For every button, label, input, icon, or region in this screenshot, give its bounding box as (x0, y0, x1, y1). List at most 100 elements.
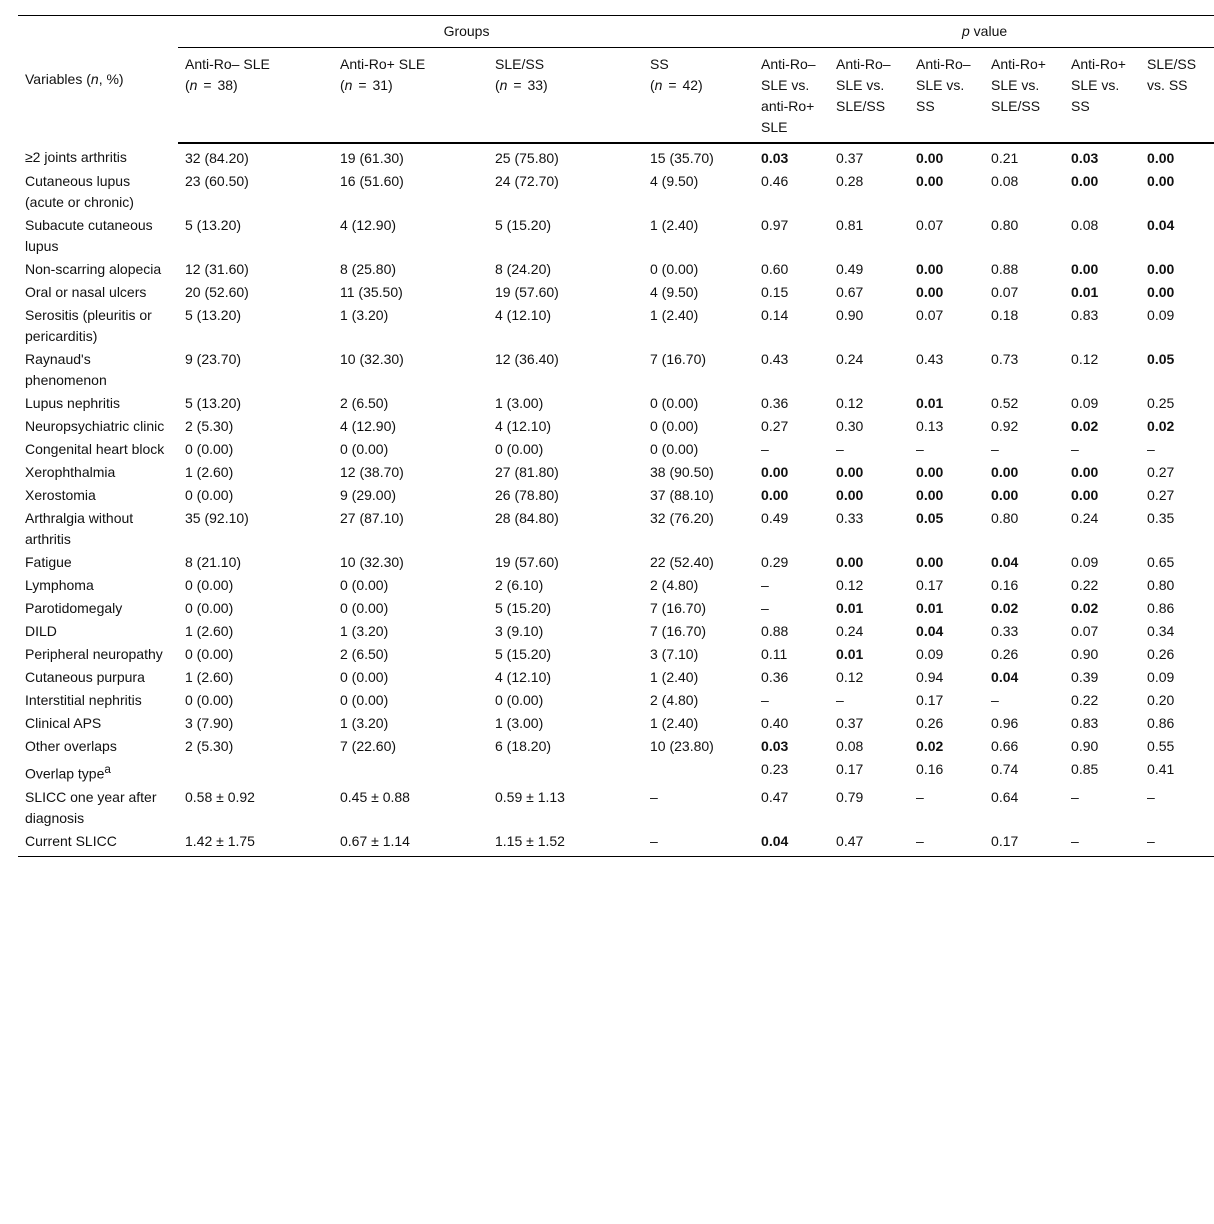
group-value-cell: 2 (6.10) (495, 577, 544, 593)
group-value-cell: 26 (78.80) (495, 487, 559, 503)
p-value-cell: – (916, 788, 924, 805)
p-value-cell: 0.86 (1147, 600, 1175, 616)
group-value-cell: 7 (16.70) (650, 600, 707, 616)
group-value-cell: 4 (12.10) (495, 669, 552, 685)
p-value-cell: 0.09 (1147, 669, 1175, 685)
group-value-cell: 24 (72.70) (495, 173, 559, 189)
p-value-cell: 0.12 (1071, 351, 1099, 367)
p-value-cell: 0.00 (1147, 173, 1175, 189)
p-value-cell: 0.20 (1147, 692, 1175, 708)
group-value-cell: 0 (0.00) (185, 646, 234, 662)
group-value-cell: 0 (0.00) (340, 577, 389, 593)
group-value-cell: 0 (0.00) (650, 261, 699, 277)
variable-cell: Peripheral neuropathy (25, 646, 163, 662)
group-value-cell: 1.42 ± 1.75 (178, 829, 333, 857)
group-value-cell: 0 (0.00) (495, 441, 544, 457)
p-value-cell: – (916, 441, 924, 457)
variable-cell: DILD (25, 623, 57, 639)
group-value-cell: 7 (16.70) (650, 351, 707, 367)
group-value-cell: 0 (0.00) (650, 418, 699, 434)
p-value-cell: 0.00 (836, 464, 864, 480)
p-value-cell: 0.55 (1147, 738, 1175, 754)
table-row: Lymphoma 0 (0.00) 0 (0.00) 2 (6.10) 2 (4.80)… (18, 574, 1214, 597)
p-value-cell: – (761, 441, 769, 457)
p-value-cell: 0.80 (991, 217, 1019, 233)
p-value-cell: 0.88 (761, 623, 789, 639)
group-value-cell: 10 (23.80) (650, 738, 714, 754)
group-value-cell: 8 (25.80) (340, 261, 397, 277)
group-value-cell: 5 (15.20) (495, 600, 552, 616)
group-value-cell: 19 (57.60) (495, 554, 559, 570)
p-value-cell: 0.11 (761, 646, 788, 662)
p-value-cell: 0.12 (836, 577, 864, 593)
p-value-cell: 0.01 (836, 646, 864, 662)
group-n: 31 (372, 77, 389, 93)
p-value-cell: 0.01 (1071, 284, 1099, 300)
group-value-cell: 3 (9.10) (495, 623, 544, 639)
p-value-cell: 0.00 (836, 487, 864, 503)
p-value-cell: 0.07 (916, 217, 944, 233)
group-value-cell (643, 758, 754, 786)
group-value-cell: 2 (4.80) (650, 692, 699, 708)
group-value-cell: 4 (12.90) (340, 217, 397, 233)
p-value-cell: 0.08 (1071, 217, 1099, 233)
group-value-cell: 0.59 ± 1.13 (495, 788, 565, 805)
p-value-cell: 0.34 (1147, 623, 1175, 639)
p-value-cell: 0.09 (1147, 307, 1175, 323)
p-value-cell: 0.02 (916, 738, 944, 754)
p-value-cell: 0.18 (991, 307, 1019, 323)
p-value-cell: 0.17 (836, 761, 864, 777)
group-n: 33 (527, 77, 544, 93)
group-value-cell: – (650, 788, 658, 805)
group-value-cell: 0 (0.00) (185, 600, 234, 616)
p-value-cell: 0.33 (836, 510, 864, 526)
table-row: Arthralgia without arthritis 35 (92.10) 27… (18, 507, 1214, 551)
group-value-cell: 32 (84.20) (185, 150, 249, 166)
variable-cell: Parotidomegaly (25, 600, 123, 616)
p-value-cell: 0.04 (991, 669, 1019, 685)
group-value-cell: 2 (5.30) (185, 418, 234, 434)
group-value-cell: 1 (2.40) (650, 715, 699, 731)
p-value-cell: 0.90 (1071, 738, 1099, 754)
group-value-cell: 0 (0.00) (185, 692, 234, 708)
group-value-cell: 7 (16.70) (650, 623, 707, 639)
p-value-cell: 0.07 (991, 284, 1019, 300)
p-value-cell: 0.17 (916, 692, 944, 708)
group-value-cell: 12 (36.40) (495, 351, 559, 367)
p-value-cell: 0.00 (1071, 261, 1099, 277)
p-value-cell: 0.81 (836, 217, 864, 233)
table-row: Oral or nasal ulcers 20 (52.60) 11 (35.50)… (18, 281, 1214, 304)
table-row: Neuropsychiatric clinic 2 (5.30) 4 (12.90)… (18, 415, 1214, 438)
p-value-cell: 0.43 (761, 351, 789, 367)
variable-cell: Overlap typea (25, 763, 111, 782)
variable-cell: Congenital heart block (25, 441, 165, 457)
p-value-cell: 0.02 (1147, 418, 1175, 434)
p-value-cell: – (761, 600, 769, 616)
p-value-cell: 0.12 (836, 669, 864, 685)
p-value-cell: 0.01 (836, 600, 864, 616)
p-value-cell: 0.47 (829, 829, 910, 857)
p-value-cell: – (1147, 441, 1155, 457)
group-value-cell: 1 (3.00) (495, 395, 544, 411)
p-value-cell: 0.00 (916, 464, 944, 480)
p-value-cell: 0.35 (1147, 510, 1175, 526)
group-value-cell: 4 (9.50) (650, 173, 699, 189)
p-value-cell: 0.49 (761, 510, 789, 526)
p-value-cell: 0.00 (761, 464, 789, 480)
p-value-cell: 0.00 (1147, 261, 1175, 277)
p-value-cell: 0.07 (916, 307, 944, 323)
group-value-cell: 1 (2.40) (650, 307, 699, 323)
variable-cell: Lymphoma (25, 577, 94, 593)
variable-cell: Serositis (pleuritis or pericarditis) (25, 307, 152, 344)
p-value-cell: 0.94 (916, 669, 944, 685)
p-value-cell: 0.00 (991, 487, 1019, 503)
group-header: SLE/SS (n = 33) (488, 47, 643, 144)
group-value-cell: 5 (15.20) (495, 646, 552, 662)
p-value-cell: 0.24 (836, 351, 864, 367)
table-row: Raynaud's phenomenon 9 (23.70) 10 (32.30) 1… (18, 348, 1214, 392)
table-row: ≥2 joints arthritis 32 (84.20) 19 (61.30) 2… (18, 143, 1214, 170)
p-value-cell: 0.04 (916, 623, 944, 639)
p-value-cell: 0.22 (1071, 577, 1099, 593)
comparison-header: Anti-Ro– SLE vs. SLE/SS (829, 47, 910, 144)
p-value-cell: 0.52 (991, 395, 1019, 411)
